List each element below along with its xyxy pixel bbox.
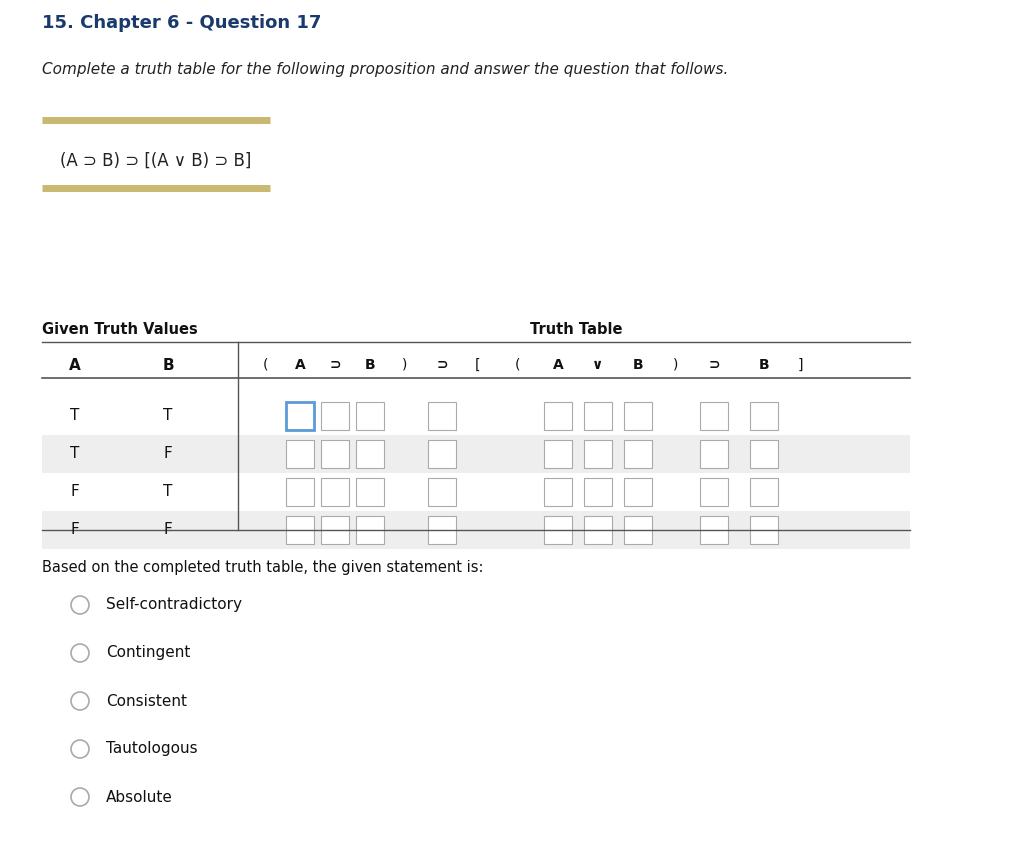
- Bar: [356, 516, 384, 544]
- Bar: [356, 440, 384, 468]
- Text: A: A: [70, 358, 81, 373]
- Bar: [42, 435, 910, 473]
- Bar: [544, 402, 572, 430]
- Text: ⊃: ⊃: [709, 358, 720, 372]
- Text: F: F: [164, 446, 172, 461]
- Bar: [321, 478, 349, 506]
- Bar: [321, 440, 349, 468]
- Bar: [624, 402, 652, 430]
- Bar: [544, 478, 572, 506]
- Bar: [750, 402, 778, 430]
- Bar: [624, 516, 652, 544]
- Text: Consistent: Consistent: [106, 694, 187, 708]
- Text: Tautologous: Tautologous: [106, 742, 198, 756]
- Text: A: A: [295, 358, 305, 372]
- Text: ): ): [402, 358, 408, 372]
- Bar: [428, 478, 456, 506]
- Text: Based on the completed truth table, the given statement is:: Based on the completed truth table, the …: [42, 560, 483, 575]
- Bar: [42, 511, 910, 549]
- Text: (: (: [262, 358, 267, 372]
- Bar: [584, 478, 612, 506]
- Text: (A ⊃ B) ⊃ [(A ∨ B) ⊃ B]: (A ⊃ B) ⊃ [(A ∨ B) ⊃ B]: [60, 152, 251, 170]
- Bar: [700, 402, 728, 430]
- Bar: [356, 478, 384, 506]
- Bar: [750, 516, 778, 544]
- Bar: [584, 440, 612, 468]
- Bar: [750, 478, 778, 506]
- Bar: [584, 402, 612, 430]
- Text: ∨: ∨: [592, 358, 603, 372]
- Bar: [544, 440, 572, 468]
- Bar: [700, 516, 728, 544]
- Bar: [584, 516, 612, 544]
- Text: B: B: [365, 358, 376, 372]
- Text: T: T: [163, 408, 173, 424]
- Text: F: F: [164, 523, 172, 537]
- Bar: [700, 440, 728, 468]
- Bar: [321, 402, 349, 430]
- Bar: [321, 516, 349, 544]
- Text: F: F: [71, 484, 80, 499]
- Text: T: T: [71, 408, 80, 424]
- Text: [: [: [475, 358, 480, 372]
- Text: ): ): [674, 358, 679, 372]
- Text: T: T: [163, 484, 173, 499]
- Text: 15. Chapter 6 - Question 17: 15. Chapter 6 - Question 17: [42, 14, 322, 32]
- Text: (: (: [515, 358, 521, 372]
- Text: Given Truth Values: Given Truth Values: [42, 322, 198, 337]
- Text: Complete a truth table for the following proposition and answer the question tha: Complete a truth table for the following…: [42, 62, 728, 77]
- Text: B: B: [759, 358, 769, 372]
- Bar: [700, 478, 728, 506]
- Text: ]: ]: [798, 358, 803, 372]
- Text: T: T: [71, 446, 80, 461]
- Text: A: A: [553, 358, 563, 372]
- Text: F: F: [71, 523, 80, 537]
- Bar: [428, 440, 456, 468]
- Text: B: B: [162, 358, 174, 373]
- Text: Absolute: Absolute: [106, 790, 173, 804]
- Text: ⊃: ⊃: [436, 358, 447, 372]
- Text: ⊃: ⊃: [329, 358, 341, 372]
- Bar: [624, 440, 652, 468]
- Text: Truth Table: Truth Table: [530, 322, 623, 337]
- Text: Contingent: Contingent: [106, 646, 190, 660]
- Bar: [356, 402, 384, 430]
- Bar: [544, 516, 572, 544]
- Bar: [428, 402, 456, 430]
- Bar: [286, 440, 314, 468]
- Bar: [624, 478, 652, 506]
- Bar: [286, 402, 314, 430]
- Bar: [428, 516, 456, 544]
- Bar: [286, 516, 314, 544]
- Text: B: B: [633, 358, 643, 372]
- Bar: [750, 440, 778, 468]
- Text: Self-contradictory: Self-contradictory: [106, 598, 242, 612]
- Bar: [286, 478, 314, 506]
